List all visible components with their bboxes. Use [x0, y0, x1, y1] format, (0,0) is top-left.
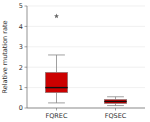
whisker-high	[56, 55, 57, 72]
x-tick	[115, 108, 116, 111]
box	[45, 72, 67, 92]
y-tick	[25, 87, 28, 88]
grid-line	[27, 87, 145, 88]
y-tick	[25, 46, 28, 47]
y-tick-label: 3	[19, 43, 23, 51]
chart-container: 0 1 2 3 4 5 Relative mutation rate FQREC FQSEC	[0, 0, 150, 122]
cap-low	[48, 102, 65, 103]
y-tick-label: 5	[19, 2, 23, 10]
grid-line	[27, 67, 145, 68]
cap-low	[107, 105, 124, 106]
y-tick-label: 0	[19, 104, 23, 112]
grid-line	[27, 108, 145, 109]
grid-line	[27, 6, 145, 7]
y-tick	[25, 6, 28, 7]
plot-area	[45, 14, 126, 106]
outlier	[54, 14, 59, 19]
y-tick-label: 1	[19, 84, 23, 92]
x-tick-label: FQREC	[45, 112, 67, 120]
x-tick-label: FQSEC	[105, 112, 127, 120]
y-axis	[27, 6, 28, 108]
y-axis-label: Relative mutation rate	[1, 21, 9, 94]
median	[45, 87, 67, 88]
x-axis	[27, 108, 145, 109]
chart-svg: 0 1 2 3 4 5 Relative mutation rate FQREC FQSEC	[0, 0, 150, 122]
y-tick	[25, 67, 28, 68]
grid-line	[27, 26, 145, 27]
box	[104, 99, 126, 103]
cap-high	[107, 96, 124, 97]
cap-high	[48, 54, 65, 55]
whisker-low	[56, 93, 57, 103]
y-tick-label: 2	[19, 64, 23, 72]
y-tick	[25, 108, 28, 109]
y-tick	[25, 26, 28, 27]
median	[104, 101, 126, 102]
x-tick	[56, 108, 57, 111]
y-tick-label: 4	[19, 23, 23, 31]
grid-line	[27, 46, 145, 47]
